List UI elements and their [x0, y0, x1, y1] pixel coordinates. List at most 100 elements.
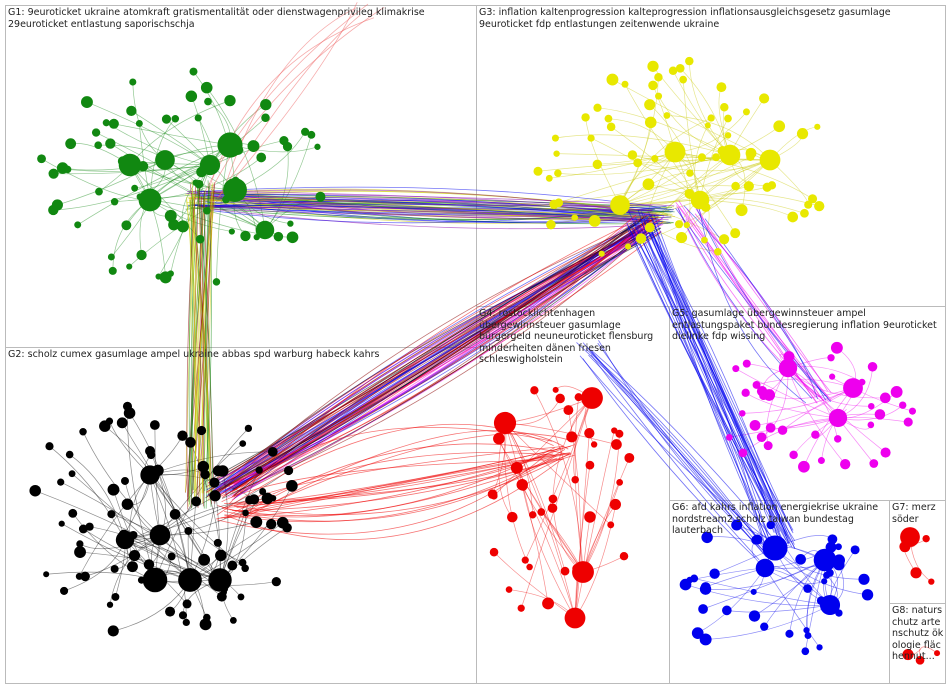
- node: [198, 553, 211, 566]
- node: [707, 114, 715, 122]
- node: [624, 243, 632, 250]
- node: [755, 558, 775, 578]
- edge: [234, 219, 660, 492]
- node: [651, 155, 659, 163]
- node: [493, 411, 517, 435]
- node: [107, 625, 119, 637]
- node: [37, 154, 46, 164]
- node: [714, 247, 722, 256]
- edge: [206, 87, 266, 231]
- node: [505, 586, 513, 593]
- edge: [504, 422, 566, 572]
- node: [537, 508, 546, 516]
- node: [138, 188, 162, 212]
- node: [287, 220, 294, 227]
- node: [111, 593, 120, 601]
- edge: [204, 180, 212, 492]
- edge: [199, 196, 667, 223]
- node: [283, 465, 294, 476]
- edge: [745, 392, 839, 419]
- node: [208, 568, 232, 592]
- node: [773, 120, 786, 133]
- node: [574, 393, 583, 402]
- edge: [220, 444, 575, 519]
- edge: [766, 367, 789, 446]
- node: [635, 233, 647, 244]
- edge: [675, 208, 832, 402]
- edge: [203, 189, 658, 217]
- edge: [154, 428, 249, 581]
- node: [581, 113, 590, 122]
- edge: [574, 465, 591, 619]
- node: [581, 387, 603, 409]
- node: [827, 534, 838, 545]
- node: [765, 422, 776, 433]
- node: [683, 222, 690, 229]
- edge: [537, 159, 771, 172]
- node: [701, 236, 708, 244]
- node: [115, 530, 135, 550]
- edge: [196, 194, 665, 217]
- edge: [194, 197, 216, 506]
- node: [487, 489, 498, 500]
- node: [752, 381, 761, 389]
- node: [553, 150, 560, 157]
- node: [182, 618, 190, 627]
- node: [584, 427, 595, 439]
- edge: [576, 342, 760, 542]
- edge: [62, 159, 166, 171]
- edge: [574, 433, 590, 619]
- edge: [695, 208, 832, 393]
- node: [200, 469, 210, 480]
- node: [255, 220, 275, 240]
- node: [209, 477, 220, 488]
- node: [709, 568, 720, 579]
- edge: [646, 225, 789, 544]
- node: [676, 232, 688, 244]
- edge: [742, 387, 854, 414]
- node: [795, 554, 806, 565]
- node: [129, 78, 137, 86]
- edge: [209, 208, 669, 230]
- node: [273, 231, 284, 242]
- node: [588, 215, 601, 227]
- edge: [624, 84, 701, 201]
- node: [510, 461, 523, 474]
- node: [811, 430, 820, 439]
- node: [616, 478, 624, 486]
- node: [724, 114, 732, 123]
- node: [314, 143, 321, 150]
- group-box: [889, 603, 946, 684]
- node: [555, 393, 565, 404]
- edge: [619, 77, 659, 206]
- node: [611, 439, 622, 450]
- node: [526, 563, 533, 571]
- edge: [646, 215, 773, 547]
- node: [750, 588, 757, 595]
- edge: [124, 539, 242, 598]
- node: [801, 647, 810, 656]
- edge: [694, 213, 828, 392]
- edge: [206, 223, 643, 493]
- node: [606, 122, 616, 132]
- group-label: G7: merz söder: [892, 502, 936, 525]
- edge: [207, 17, 375, 191]
- node: [74, 546, 86, 558]
- edge: [244, 430, 569, 519]
- node: [749, 419, 761, 431]
- edge: [112, 199, 151, 271]
- node: [107, 510, 116, 519]
- node: [739, 410, 746, 417]
- node: [266, 518, 277, 530]
- node: [719, 144, 741, 166]
- node: [489, 547, 499, 557]
- node: [131, 184, 139, 192]
- node: [593, 103, 602, 112]
- node: [787, 211, 799, 223]
- node: [45, 442, 54, 451]
- edge: [124, 498, 268, 541]
- node: [108, 266, 117, 275]
- edge: [61, 523, 191, 581]
- node: [168, 219, 180, 231]
- node: [730, 228, 741, 239]
